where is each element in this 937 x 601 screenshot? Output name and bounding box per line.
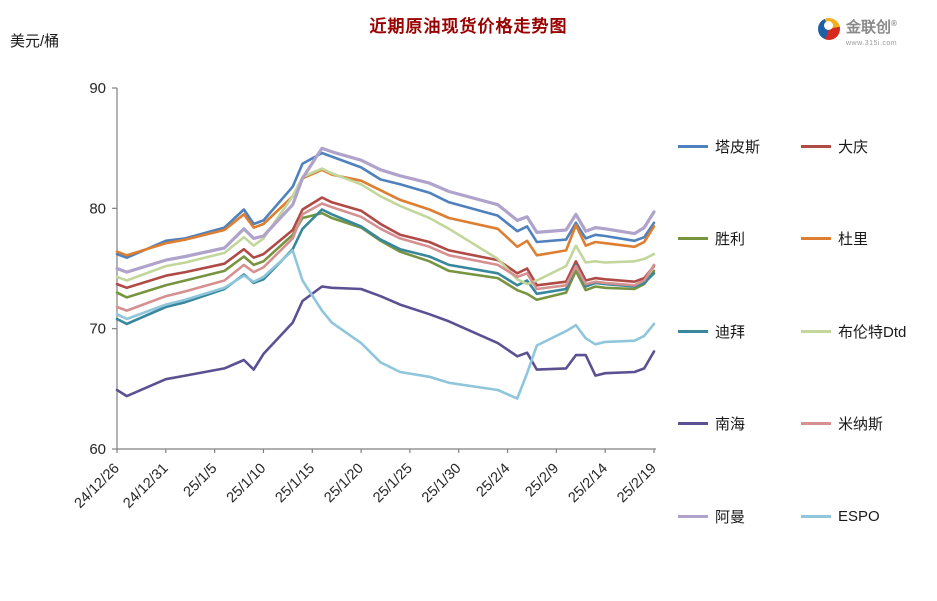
legend-swatch-espo [801, 514, 831, 518]
x-tick-label: 25/1/10 [224, 461, 270, 507]
x-tick-label: 25/2/4 [474, 461, 514, 501]
brand-url: www.315i.com [846, 40, 898, 47]
legend-item-oman: 阿曼 [678, 507, 746, 526]
legend-item-shengli: 胜利 [678, 230, 745, 248]
series-line-espo [115, 249, 656, 400]
legend-swatch-brent-dtd [801, 329, 831, 333]
x-tick-label: 25/2/19 [614, 461, 660, 507]
y-axis-unit-label: 美元/桶 [10, 33, 60, 50]
legend-swatch-nanhai [678, 422, 708, 426]
series-line-duri [115, 168, 656, 257]
brand-logo-icon [818, 18, 840, 40]
chart-title: 近期原油现货价格走势图 [369, 17, 568, 36]
legend-label-daqing: 大庆 [838, 138, 869, 156]
registered-mark: ® [891, 19, 897, 28]
legend-label-dubai: 迪拜 [715, 323, 746, 341]
brand-name-text: 金联创 [846, 19, 892, 36]
series-line-shengli [115, 211, 656, 302]
series-line-tapis [115, 151, 656, 260]
series-line-daqing [115, 196, 656, 290]
legend-item-espo: ESPO [801, 507, 880, 525]
x-tick-label: 25/1/20 [321, 461, 367, 507]
y-tick-label: 60 [89, 441, 106, 458]
legend-label-brent-dtd: 布伦特Dtd [838, 323, 907, 341]
y-tick-label: 90 [89, 80, 106, 97]
x-tick-label: 25/1/15 [273, 461, 319, 507]
x-tick-label: 24/12/26 [72, 461, 123, 512]
brand-logo: 金联创® www.315i.com [818, 16, 928, 52]
legend-label-tapis: 塔皮斯 [715, 138, 761, 156]
legend-item-nanhai: 南海 [678, 415, 745, 433]
series-line-nanhai [115, 285, 656, 398]
x-tick-label: 25/1/25 [370, 461, 416, 507]
brand-name: 金联创® www.315i.com [846, 16, 897, 52]
series-line-brent-dtd [115, 167, 656, 286]
legend-label-oman: 阿曼 [715, 508, 746, 526]
legend-item-daqing: 大庆 [801, 137, 869, 156]
legend-item-duri: 杜里 [801, 230, 868, 248]
y-tick-label: 80 [89, 200, 106, 217]
x-tick-label: 25/2/9 [522, 461, 562, 501]
x-tick-label: 25/1/30 [419, 461, 465, 507]
legend-label-shengli: 胜利 [715, 231, 746, 249]
legend-swatch-minas [801, 422, 831, 426]
chart-legend: 塔皮斯 大庆胜利 杜里迪拜 布伦特Dtd 南海 米纳斯阿曼 ESPO [676, 0, 934, 601]
legend-item-dubai: 迪拜 [678, 322, 746, 341]
x-tick-label: 25/1/5 [181, 461, 221, 501]
legend-swatch-shengli [678, 237, 708, 241]
legend-item-minas: 米纳斯 [801, 415, 883, 433]
legend-swatch-oman [678, 514, 708, 518]
x-tick-label: 25/2/14 [565, 461, 611, 507]
legend-label-nanhai: 南海 [715, 416, 746, 434]
legend-item-brent-dtd: 布伦特Dtd [801, 322, 907, 341]
legend-label-espo: ESPO [838, 507, 880, 525]
series-line-minas [115, 202, 656, 312]
series-line-oman [115, 146, 656, 274]
x-tick-label: 24/12/31 [120, 461, 171, 512]
legend-swatch-tapis [678, 144, 708, 148]
legend-item-tapis: 塔皮斯 [678, 137, 761, 156]
legend-swatch-daqing [801, 144, 831, 148]
legend-label-minas: 米纳斯 [838, 416, 884, 434]
legend-swatch-duri [801, 237, 831, 241]
y-tick-label: 70 [89, 321, 106, 338]
legend-label-duri: 杜里 [838, 231, 869, 249]
legend-swatch-dubai [678, 329, 708, 333]
